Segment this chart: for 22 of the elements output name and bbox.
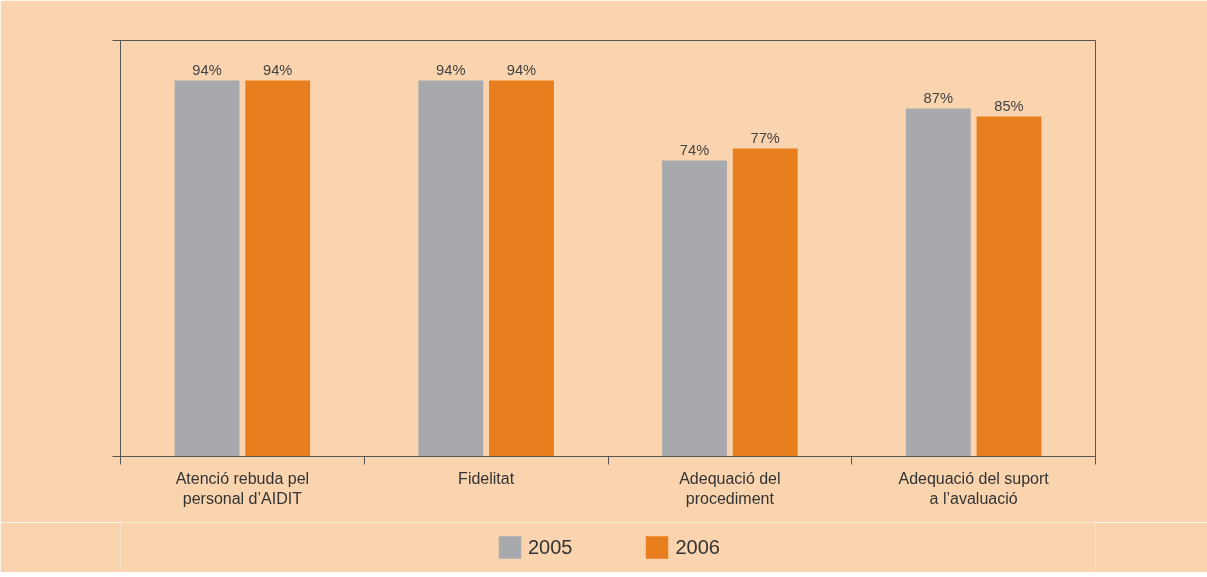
data-label: 94% [506, 61, 537, 78]
x-tick-label: Fidelitat [458, 469, 515, 487]
data-label: 74% [679, 141, 710, 158]
data-label: 87% [923, 89, 953, 106]
bar [245, 80, 311, 457]
legend-label: 2005 [528, 535, 573, 559]
data-label: 85% [994, 97, 1024, 114]
bar [905, 108, 971, 457]
bar [489, 80, 554, 457]
data-label: 94% [192, 61, 222, 78]
bar [418, 80, 484, 457]
bar [174, 80, 240, 457]
data-label: 77% [750, 129, 780, 146]
data-label: 94% [436, 61, 466, 78]
legend-label: 2006 [675, 535, 720, 559]
bar [732, 148, 798, 457]
data-label: 94% [263, 61, 293, 78]
bar [662, 160, 727, 457]
x-tick-label: Atenció rebuda pel personal d’AIDIT [175, 469, 310, 507]
x-tick-label: Adequació del suport a l’avaluació [898, 469, 1050, 507]
bar [976, 116, 1042, 457]
x-tick-label: Adequació del procediment [679, 469, 781, 507]
